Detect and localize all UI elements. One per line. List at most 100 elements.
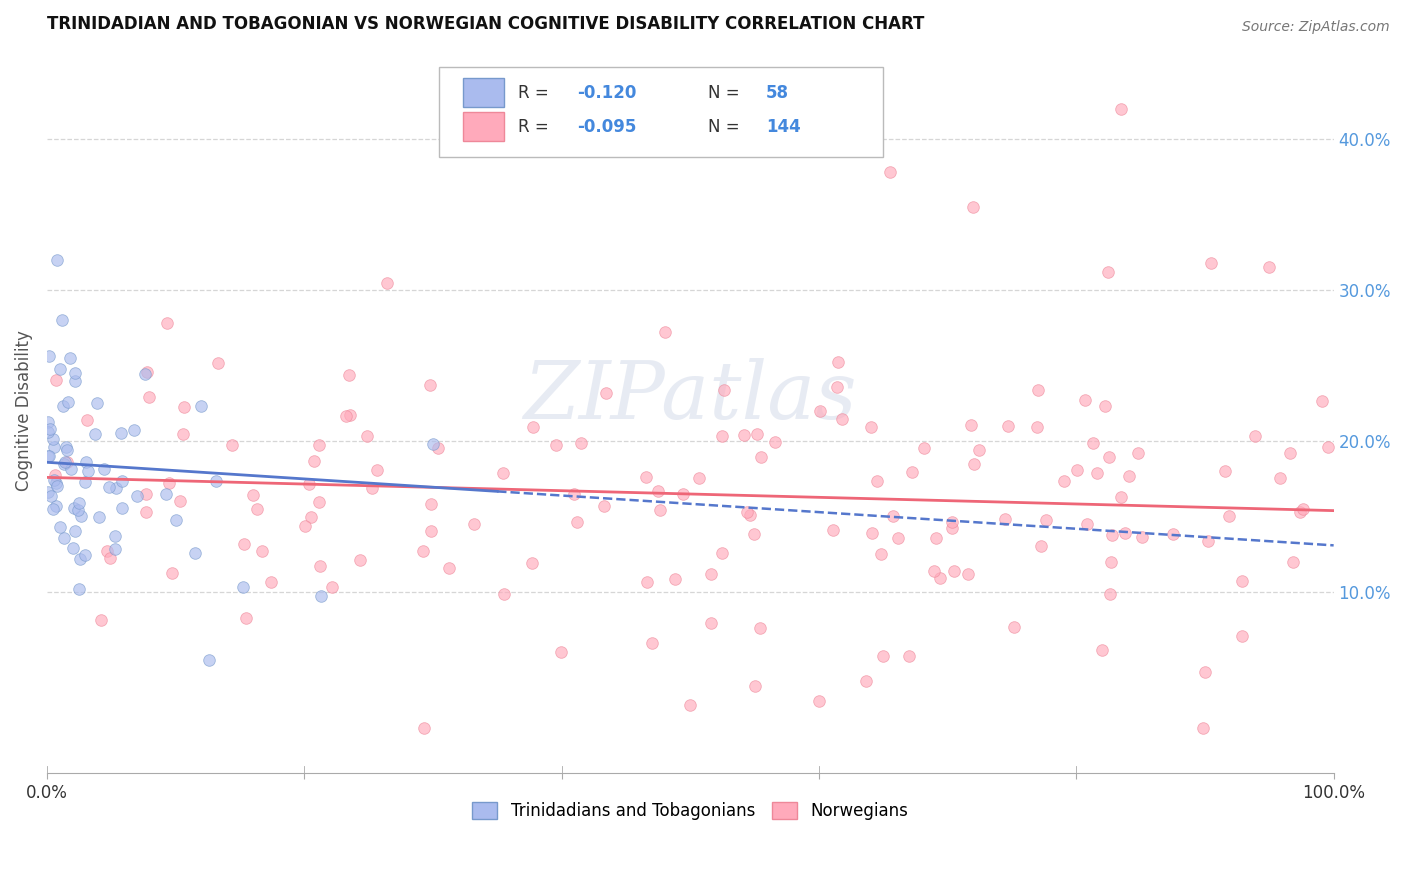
Point [737,505,759,519]
Point [46,479,69,493]
Point [679,698,702,713]
Point [1128,445,1150,459]
Point [855,674,877,689]
Point [56,455,79,469]
Point [59,462,82,476]
Point [83,427,105,442]
Point [62,541,84,556]
Point [925,532,948,546]
Point [135,365,157,379]
FancyBboxPatch shape [463,112,503,141]
Point [1083,436,1105,450]
Point [1076,516,1098,531]
Point [749,450,772,465]
Point [831,412,853,426]
Point [1066,463,1088,477]
Point [1218,508,1240,523]
Point [437,561,460,575]
Point [45,475,67,490]
Point [49,361,72,376]
Point [807,694,830,708]
Point [941,515,963,529]
Point [1109,490,1132,504]
Point [38,349,60,363]
Point [165,513,187,527]
Point [111,500,134,515]
Point [1130,529,1153,543]
Point [252,544,274,558]
Point [412,544,434,558]
Point [898,648,921,663]
Point [413,721,436,735]
Point [1099,587,1122,601]
Point [304,454,326,468]
Point [700,566,723,581]
Point [321,580,343,594]
Point [298,476,321,491]
Text: N =: N = [709,84,745,102]
Point [67,582,90,596]
Point [595,385,617,400]
Point [135,505,157,519]
Point [104,529,127,543]
Point [366,463,388,477]
Point [232,537,254,551]
Point [1118,468,1140,483]
Point [90,613,112,627]
Point [1292,501,1315,516]
Point [53,457,76,471]
Point [882,508,904,523]
Point [156,316,179,330]
Point [1111,102,1133,116]
Point [886,531,908,545]
Point [1258,260,1281,275]
Point [1097,265,1119,279]
Point [1244,429,1267,443]
Text: 144: 144 [766,118,801,136]
Point [1101,528,1123,542]
Point [63,374,86,388]
Point [173,400,195,414]
Point [865,474,887,488]
Point [827,355,849,369]
Point [879,165,901,179]
Point [522,557,544,571]
Legend: Trinidadians and Tobagonians, Norwegians: Trinidadians and Tobagonians, Norwegians [465,796,915,827]
Text: -0.120: -0.120 [576,84,637,102]
Point [808,403,831,417]
Point [634,469,657,483]
Point [492,466,515,480]
Point [912,441,935,455]
Point [309,558,332,573]
Point [87,509,110,524]
Point [337,368,360,382]
Point [962,200,984,214]
Point [134,367,156,381]
Point [922,564,945,578]
Point [56,395,79,409]
Point [1035,513,1057,527]
Point [1201,256,1223,270]
Y-axis label: Cognitive Disability: Cognitive Disability [15,331,32,491]
Point [197,653,219,667]
Point [59,351,82,365]
Point [427,441,450,455]
Point [872,648,894,663]
Point [221,438,243,452]
Point [375,276,398,290]
Text: Source: ZipAtlas.com: Source: ZipAtlas.com [1241,20,1389,34]
Point [96,544,118,558]
Point [1161,527,1184,541]
Point [155,487,177,501]
Point [37,449,59,463]
Point [1099,555,1122,569]
Point [308,438,330,452]
Text: R =: R = [517,84,554,102]
Point [1232,574,1254,588]
FancyBboxPatch shape [463,78,503,107]
Point [997,419,1019,434]
Point [738,508,761,522]
Point [242,488,264,502]
Point [419,524,441,538]
Point [928,571,950,585]
